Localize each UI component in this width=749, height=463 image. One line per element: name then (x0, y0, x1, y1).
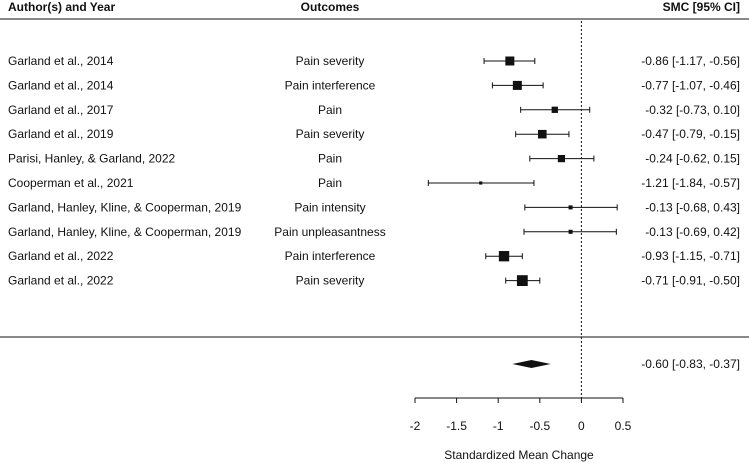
outcome-label: Pain severity (296, 274, 365, 288)
point-estimate (516, 275, 528, 286)
header-estimate: SMC [95% CI] (663, 0, 740, 14)
forest-row: Parisi, Hanley, & Garland, 2022 Pain -0.24… (8, 152, 740, 166)
outcome-label: Pain severity (296, 54, 365, 68)
forest-row: Cooperman et al., 2021 Pain -1.21 [-1.84, … (8, 176, 740, 190)
x-axis-label: Standardized Mean Change (444, 448, 594, 462)
outcome-label: Pain (318, 103, 342, 117)
forest-row: Garland et al., 2014 Pain severity -0.86 [… (8, 54, 740, 68)
forest-row: Garland, Hanley, Kline, & Cooperman, 201… (8, 200, 740, 214)
outcome-label: Pain (318, 152, 342, 166)
point-estimate (568, 205, 573, 210)
point-estimate (551, 106, 558, 113)
point-estimate (498, 251, 510, 262)
estimate-label: -0.77 [-1.07, -0.46] (641, 78, 740, 92)
summary-estimate-label: -0.60 [-0.83, -0.37] (641, 357, 740, 371)
study-label: Garland, Hanley, Kline, & Cooperman, 201… (8, 200, 242, 214)
estimate-label: -0.93 [-1.15, -0.71] (641, 249, 740, 263)
forest-row: Garland, Hanley, Kline, & Cooperman, 201… (8, 225, 740, 239)
outcome-label: Pain interference (285, 78, 376, 92)
estimate-label: -0.86 [-1.17, -0.56] (641, 54, 740, 68)
point-estimate (568, 229, 573, 234)
study-label: Parisi, Hanley, & Garland, 2022 (8, 152, 176, 166)
forest-row: Garland et al., 2019 Pain severity -0.47 [… (8, 127, 740, 141)
study-rows: Garland et al., 2014 Pain severity -0.86 [… (8, 54, 740, 288)
study-label: Garland, Hanley, Kline, & Cooperman, 201… (8, 225, 242, 239)
study-label: Garland et al., 2022 (8, 274, 114, 288)
point-estimate (512, 80, 522, 90)
summary-diamond (512, 360, 551, 368)
x-tick-label: -1 (493, 419, 504, 433)
forest-row: Garland et al., 2022 Pain interference -0.… (8, 249, 740, 263)
forest-row: Garland et al., 2022 Pain severity -0.71 [… (8, 274, 740, 288)
point-estimate (505, 56, 515, 66)
study-label: Garland et al., 2022 (8, 249, 114, 263)
estimate-label: -0.47 [-0.79, -0.15] (641, 127, 740, 141)
estimate-label: -0.13 [-0.68, 0.43] (645, 200, 740, 214)
header-outcome: Outcomes (301, 0, 360, 14)
point-estimate (479, 181, 483, 185)
header-study: Author(s) and Year (8, 0, 115, 14)
forest-row: Garland et al., 2014 Pain interference -0.… (8, 78, 740, 92)
study-label: Garland et al., 2014 (8, 54, 114, 68)
summary-row: -0.60 [-0.83, -0.37] (512, 357, 740, 371)
estimate-label: -0.71 [-0.91, -0.50] (641, 274, 740, 288)
outcome-label: Pain interference (285, 249, 376, 263)
x-tick-label: -1.5 (446, 419, 467, 433)
x-tick-label: -0.5 (529, 419, 550, 433)
estimate-label: -1.21 [-1.84, -0.57] (641, 176, 740, 190)
forest-row: Garland et al., 2017 Pain -0.32 [-0.73, 0.… (8, 103, 740, 117)
point-estimate (557, 155, 566, 163)
study-label: Cooperman et al., 2021 (8, 176, 134, 190)
outcome-label: Pain severity (296, 127, 365, 141)
outcome-label: Pain unpleasantness (274, 225, 385, 239)
outcome-label: Pain (318, 176, 342, 190)
estimate-label: -0.24 [-0.62, 0.15] (645, 152, 740, 166)
study-label: Garland et al., 2014 (8, 78, 114, 92)
x-tick-label: 0.5 (615, 419, 632, 433)
outcome-label: Pain intensity (294, 200, 365, 214)
x-tick-label: 0 (578, 419, 585, 433)
point-estimate (538, 129, 547, 139)
study-label: Garland et al., 2019 (8, 127, 114, 141)
estimate-label: -0.13 [-0.69, 0.42] (645, 225, 740, 239)
estimate-label: -0.32 [-0.73, 0.10] (645, 103, 740, 117)
x-axis: -2 -1.5 -1 -0.5 0 0.5 (410, 397, 632, 433)
x-tick-label: -2 (410, 419, 421, 433)
study-label: Garland et al., 2017 (8, 103, 114, 117)
